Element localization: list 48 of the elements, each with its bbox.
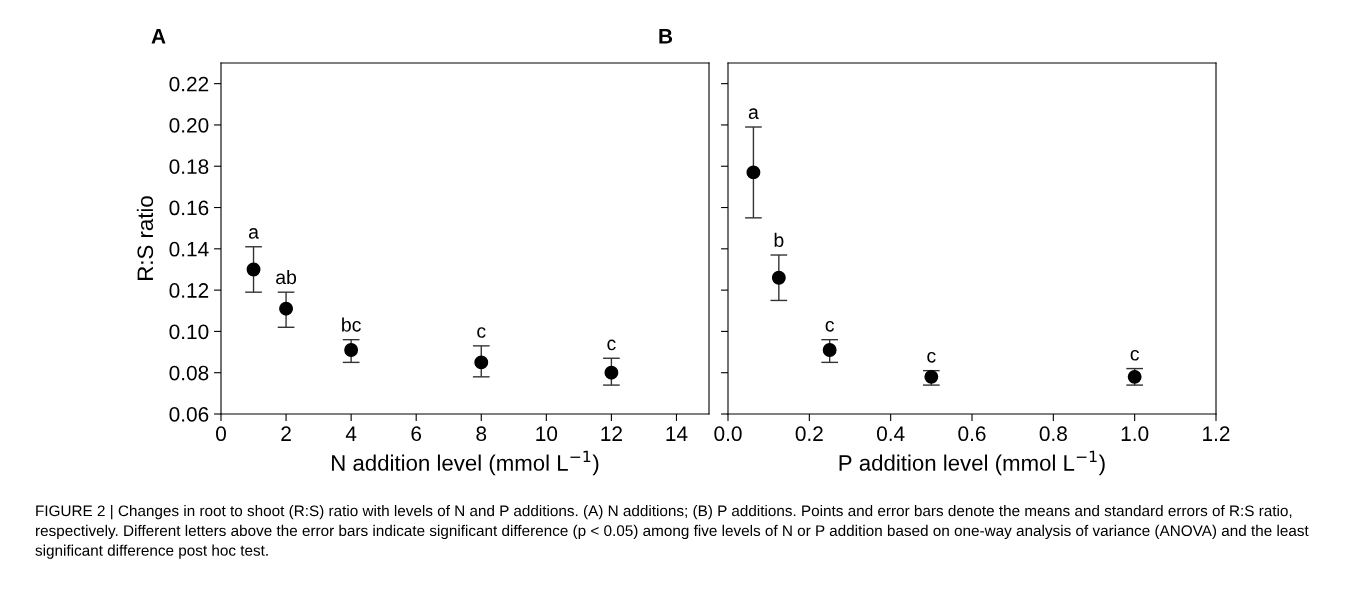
- point: [246, 262, 261, 277]
- text: B: [659, 29, 673, 44]
- annotation: a: [748, 108, 759, 119]
- x-tick-label: 6: [411, 426, 422, 442]
- x-tick-label: 0.8: [1039, 426, 1067, 442]
- annotation: a: [248, 228, 259, 239]
- x-tick-label: 0.0: [714, 426, 742, 442]
- annotation: c: [607, 339, 616, 351]
- y-tick-label: 0.10: [169, 324, 209, 340]
- annotation: c: [825, 321, 835, 332]
- annotation: ab: [276, 269, 297, 285]
- x-axis-title: N addition level (mmol L$^{−1}$): [332, 450, 599, 476]
- x-tick-label: 14: [666, 426, 688, 441]
- x-axis-title: P addition level (mmol L$^{−1}$): [839, 450, 1105, 476]
- x-tick-label: 0.6: [958, 426, 986, 442]
- point: [279, 301, 294, 316]
- annotation: bc: [342, 317, 361, 332]
- x-tick-label: 12: [601, 426, 622, 441]
- annotation: b: [774, 232, 784, 248]
- y-tick-label: 0.16: [169, 200, 209, 216]
- x-tick-label: 0.2: [795, 426, 823, 442]
- y-tick-label: 0.12: [169, 283, 209, 298]
- y-tick-label: 0.22: [169, 76, 209, 92]
- y-tick-label: 0.20: [169, 117, 209, 133]
- annotation: c: [1130, 349, 1140, 361]
- y-tick-label: 0.14: [169, 241, 209, 257]
- x-tick-label: 1.2: [1203, 426, 1230, 441]
- annotation: c: [927, 351, 936, 363]
- caption: FIGURE 2 | Changes in root to shoot (R:S) ratio with levels of N and P additions. (A) N additions; (B) P additions. Points and error bars denote the means and standard errors of R:S ratio, respectively. Different letters above the error bars indicate significant difference (p < 0.05) among five levels of N or P addition based on one-way analysis of variance (ANOVA) and the least significant difference post hoc test.: [35, 505, 1309, 559]
- x-tick-label: 0.4: [877, 426, 905, 442]
- x-tick-label: 0: [216, 426, 226, 442]
- point: [474, 355, 489, 370]
- text: A: [151, 29, 166, 44]
- y-axis-title: R:S ratio: [136, 196, 154, 280]
- point: [771, 270, 786, 285]
- annotation: c: [477, 327, 486, 338]
- y-tick-label: 0.08: [169, 365, 209, 381]
- x-tick-label: 8: [476, 426, 487, 442]
- point: [746, 165, 761, 180]
- point: [344, 343, 359, 357]
- x-tick-label: 4: [345, 426, 357, 441]
- point: [604, 365, 619, 380]
- point: [822, 343, 837, 357]
- x-tick-label: 1.0: [1121, 426, 1149, 442]
- y-tick-label: 0.18: [169, 159, 209, 174]
- x-tick-label: 10: [536, 426, 558, 442]
- x-tick-label: 2: [281, 426, 291, 441]
- y-tick-label: 0.06: [169, 407, 209, 422]
